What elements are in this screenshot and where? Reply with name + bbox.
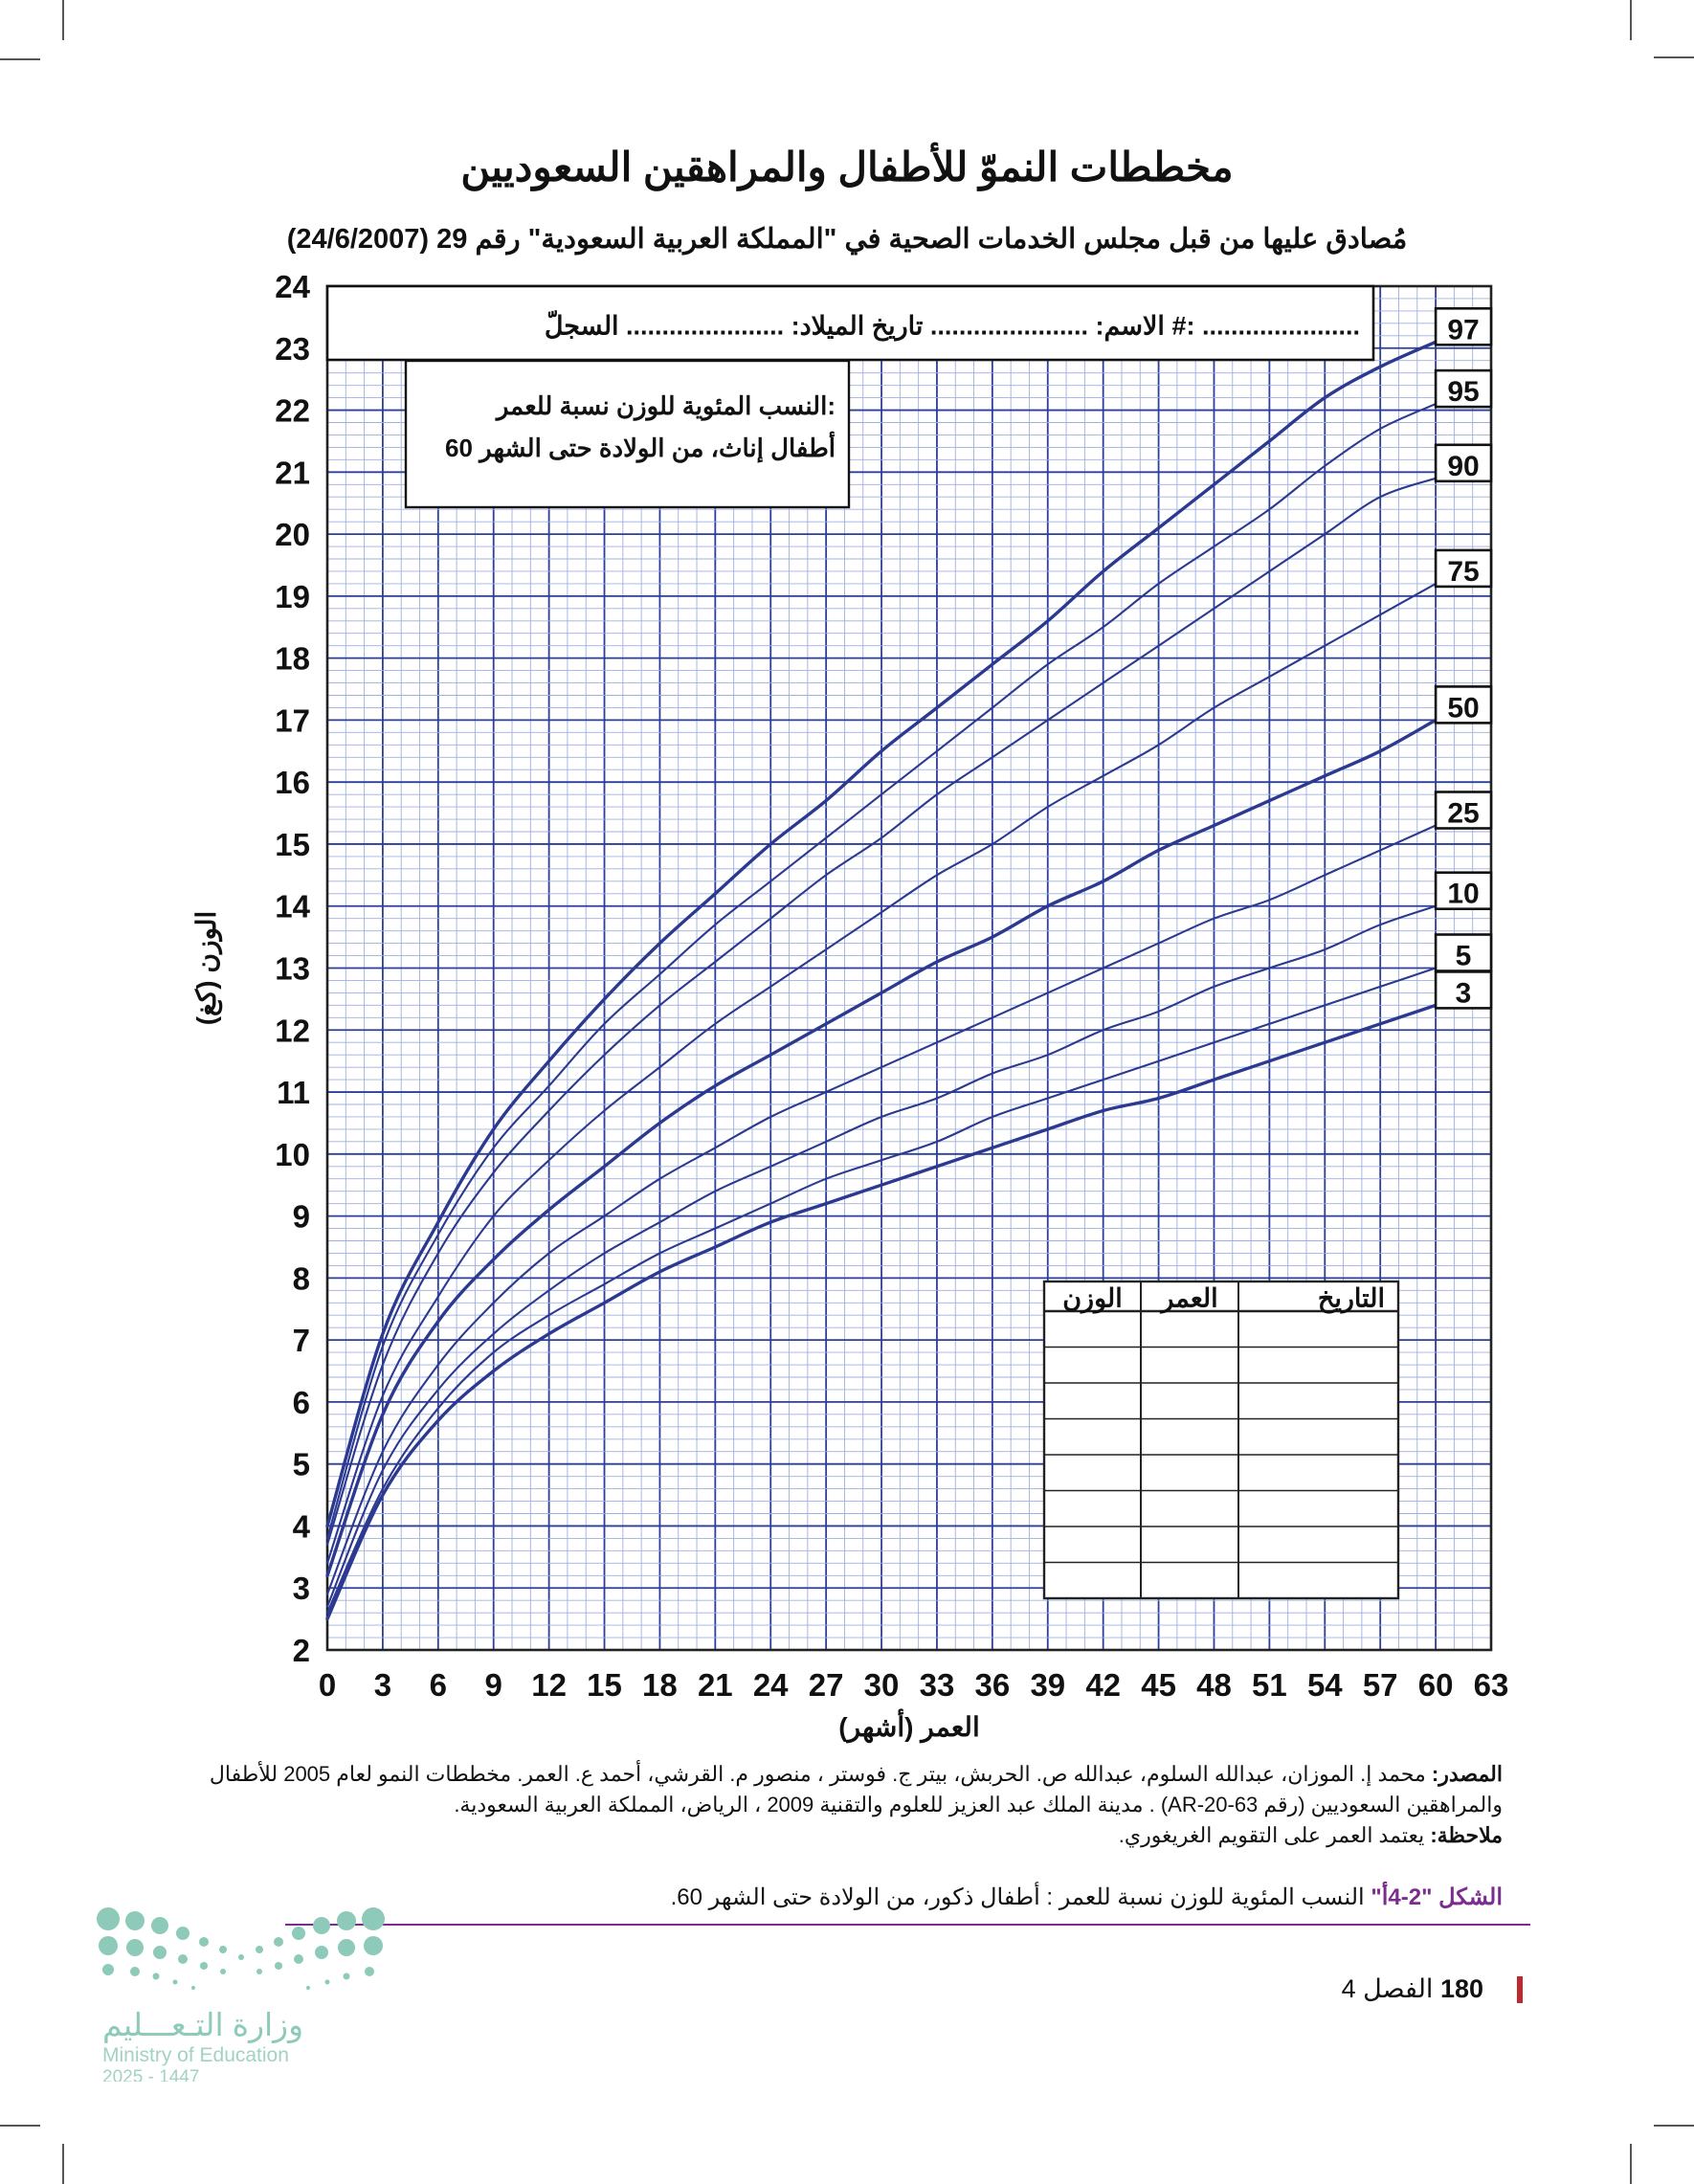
svg-text:7: 7 bbox=[293, 1323, 310, 1358]
svg-text:التاريخ: التاريخ bbox=[1318, 1284, 1385, 1315]
svg-text:60: 60 bbox=[1418, 1667, 1454, 1703]
svg-text:50: 50 bbox=[1447, 692, 1479, 724]
svg-text:90: 90 bbox=[1447, 451, 1479, 482]
svg-text:97: 97 bbox=[1447, 314, 1479, 345]
svg-text:0: 0 bbox=[319, 1667, 336, 1703]
svg-text:54: 54 bbox=[1307, 1667, 1343, 1703]
svg-text:الاسم: ......................: الاسم: ...................... تاريخ المي… bbox=[545, 310, 1360, 342]
svg-text:18: 18 bbox=[275, 641, 310, 677]
svg-text:8: 8 bbox=[293, 1260, 310, 1296]
svg-text:19: 19 bbox=[275, 579, 310, 614]
svg-text:10: 10 bbox=[1447, 879, 1479, 910]
svg-text:22: 22 bbox=[275, 393, 310, 429]
svg-text:الوزن: الوزن bbox=[1062, 1284, 1123, 1315]
svg-text:6: 6 bbox=[293, 1385, 310, 1420]
svg-text:5: 5 bbox=[293, 1447, 310, 1482]
svg-text:5: 5 bbox=[1456, 941, 1472, 972]
svg-text:24: 24 bbox=[753, 1667, 789, 1703]
svg-text:9: 9 bbox=[293, 1199, 310, 1235]
svg-text:17: 17 bbox=[275, 702, 310, 738]
svg-text:3: 3 bbox=[293, 1571, 310, 1606]
svg-text:23: 23 bbox=[275, 331, 310, 367]
svg-text:10: 10 bbox=[275, 1137, 310, 1172]
svg-text:9: 9 bbox=[485, 1667, 502, 1703]
svg-text:15: 15 bbox=[275, 827, 310, 862]
svg-text:42: 42 bbox=[1085, 1667, 1121, 1703]
svg-text:63: 63 bbox=[1474, 1667, 1509, 1703]
svg-text:51: 51 bbox=[1252, 1667, 1287, 1703]
svg-text:أطفال إناث، من الولادة حتى الش: أطفال إناث، من الولادة حتى الشهر 60 bbox=[445, 431, 836, 463]
svg-text:الوزن (كغ): الوزن (كغ) bbox=[191, 911, 223, 1026]
svg-text:12: 12 bbox=[531, 1667, 567, 1703]
svg-text:العمر (أشهر): العمر (أشهر) bbox=[838, 1709, 979, 1744]
svg-text:21: 21 bbox=[275, 455, 310, 490]
svg-text:25: 25 bbox=[1447, 798, 1479, 830]
svg-text:3: 3 bbox=[374, 1667, 391, 1703]
svg-text:21: 21 bbox=[698, 1667, 733, 1703]
svg-text:11: 11 bbox=[277, 1075, 310, 1110]
svg-text:57: 57 bbox=[1363, 1667, 1398, 1703]
svg-text:48: 48 bbox=[1196, 1667, 1232, 1703]
svg-text:12: 12 bbox=[275, 1013, 310, 1048]
svg-text:36: 36 bbox=[975, 1667, 1011, 1703]
svg-text:العمر: العمر bbox=[1159, 1284, 1217, 1315]
svg-text:3: 3 bbox=[1456, 977, 1472, 1009]
svg-text:33: 33 bbox=[920, 1667, 955, 1703]
svg-text:6: 6 bbox=[430, 1667, 447, 1703]
svg-text:4: 4 bbox=[293, 1509, 311, 1545]
svg-text:30: 30 bbox=[864, 1667, 900, 1703]
svg-text:39: 39 bbox=[1030, 1667, 1065, 1703]
svg-text:75: 75 bbox=[1447, 556, 1479, 588]
svg-text:16: 16 bbox=[275, 765, 310, 800]
svg-text:13: 13 bbox=[275, 951, 310, 987]
svg-text:45: 45 bbox=[1141, 1667, 1176, 1703]
svg-text:15: 15 bbox=[587, 1667, 622, 1703]
svg-text:14: 14 bbox=[275, 889, 310, 925]
svg-text:95: 95 bbox=[1447, 376, 1479, 408]
svg-text:2: 2 bbox=[293, 1633, 310, 1668]
svg-text:24: 24 bbox=[275, 269, 310, 304]
svg-text:27: 27 bbox=[809, 1667, 844, 1703]
svg-text:20: 20 bbox=[275, 517, 310, 552]
svg-text:النسب المئوية للوزن نسبة للعمر: النسب المئوية للوزن نسبة للعمر‏: bbox=[495, 391, 836, 421]
svg-text:18: 18 bbox=[642, 1667, 678, 1703]
